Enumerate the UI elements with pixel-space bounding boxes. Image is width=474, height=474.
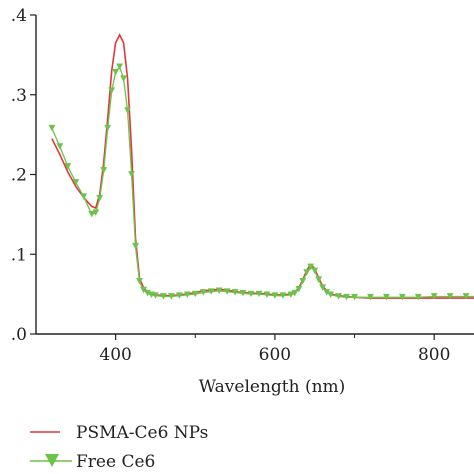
series-marker-1 <box>311 267 319 275</box>
series-marker-1 <box>307 263 315 271</box>
series-marker-1 <box>231 289 239 296</box>
series-marker-1 <box>56 143 64 150</box>
series-marker-1 <box>132 242 139 250</box>
series-marker-1 <box>128 171 135 178</box>
series-marker-1 <box>207 288 215 295</box>
series-marker-1 <box>88 210 96 218</box>
series-marker-1 <box>287 291 295 298</box>
y-tick-label: .4 <box>11 6 27 26</box>
series-marker-1 <box>104 124 112 132</box>
legend-label-psma: PSMA-Ce6 NPs <box>76 423 208 443</box>
legend-entry-psma: PSMA-Ce6 NPs <box>30 423 208 443</box>
series-marker-1 <box>215 287 223 294</box>
series-marker-1 <box>255 290 263 298</box>
x-axis-title: Wavelength (nm) <box>199 377 346 397</box>
legend: PSMA-Ce6 NPs Free Ce6 <box>30 423 208 472</box>
series-marker-1 <box>367 293 374 301</box>
legend-marker-free-icon <box>45 454 59 467</box>
series-marker-1 <box>446 293 454 300</box>
series-marker-1 <box>175 292 183 299</box>
series-marker-1 <box>136 277 143 285</box>
plot-area <box>48 33 474 301</box>
series-marker-1 <box>351 293 358 301</box>
series-marker-1 <box>291 289 299 297</box>
x-tick-label: 400 <box>99 345 131 365</box>
series-marker-1 <box>64 163 72 170</box>
series-marker-1 <box>100 167 108 174</box>
series-marker-1 <box>343 293 350 301</box>
series-marker-1 <box>335 293 343 300</box>
x-tick-label: 800 <box>418 345 450 365</box>
series-marker-1 <box>223 288 231 295</box>
y-tick-label: .0 <box>11 325 27 345</box>
series-marker-1 <box>191 290 199 298</box>
series-marker-1 <box>124 107 131 114</box>
series-marker-1 <box>120 75 127 82</box>
series-marker-1 <box>112 69 120 76</box>
series-marker-1 <box>327 291 335 298</box>
series-marker-1 <box>199 289 207 296</box>
axes: .0 .1 .2 .3 .4 400 600 800 <box>11 6 474 365</box>
series-marker-1 <box>140 286 147 294</box>
series-marker-1 <box>96 195 104 202</box>
series-marker-1 <box>323 289 331 296</box>
legend-entry-free: Free Ce6 <box>30 452 155 472</box>
y-tick-label: .1 <box>11 245 27 265</box>
series-marker-1 <box>48 124 56 132</box>
series-line-1 <box>51 65 474 298</box>
series-marker-1 <box>295 285 303 293</box>
x-tick-label: 600 <box>259 345 291 365</box>
y-tick-label: .3 <box>11 86 27 106</box>
series-marker-1 <box>303 269 311 276</box>
series-marker-1 <box>315 276 323 283</box>
series-marker-1 <box>398 293 406 301</box>
series-marker-1 <box>383 293 390 301</box>
series-marker-1 <box>80 193 88 200</box>
series-marker-1 <box>299 277 307 285</box>
series-marker-1 <box>92 209 100 216</box>
series-marker-1 <box>271 292 279 299</box>
series-marker-1 <box>430 293 438 300</box>
series-marker-1 <box>152 292 159 299</box>
series-marker-1 <box>414 293 422 301</box>
series-marker-1 <box>160 293 167 300</box>
series-marker-1 <box>72 179 80 186</box>
legend-label-free: Free Ce6 <box>76 452 155 472</box>
series-marker-1 <box>116 63 124 70</box>
y-tick-label: .2 <box>11 166 27 186</box>
series-marker-1 <box>183 291 191 298</box>
series-marker-1 <box>279 292 287 299</box>
series-marker-1 <box>247 290 255 298</box>
series-marker-1 <box>319 284 327 291</box>
series-marker-1 <box>108 87 116 94</box>
series-marker-1 <box>462 293 470 300</box>
series-marker-1 <box>167 293 175 300</box>
series-marker-1 <box>239 289 247 297</box>
series-marker-1 <box>263 291 271 298</box>
